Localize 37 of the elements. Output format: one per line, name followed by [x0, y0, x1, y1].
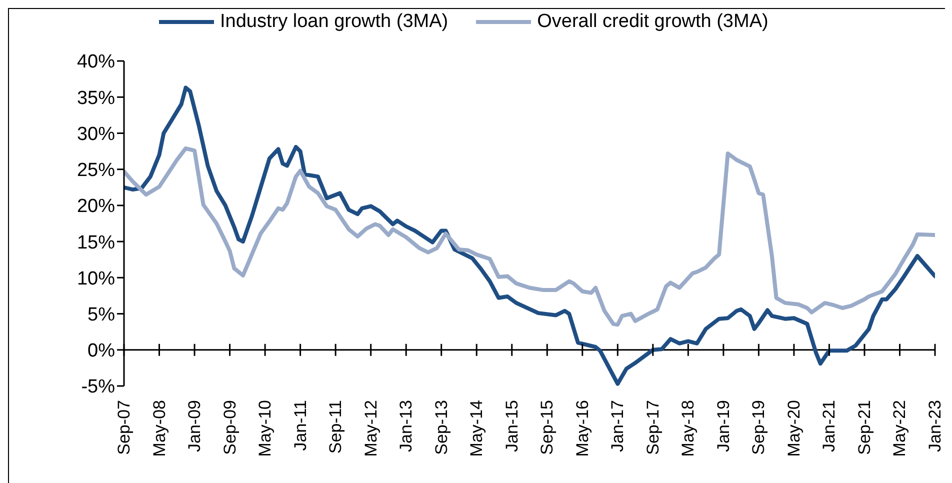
x-tick-label: Jan-15 [502, 400, 522, 452]
y-tick-label: -5% [81, 376, 116, 398]
x-tick-label: Sep-19 [749, 400, 768, 455]
x-tick-label: May-08 [150, 400, 169, 457]
x-tick-label: Sep-17 [643, 400, 662, 455]
legend-label: Industry loan growth (3MA) [220, 11, 448, 33]
x-tick-label: Sep-15 [538, 400, 557, 455]
x-tick-label: Jan-21 [820, 400, 839, 452]
x-tick-label: May-18 [678, 400, 698, 457]
y-tick-label: 20% [76, 196, 116, 218]
x-tick-label: Sep-13 [432, 400, 451, 455]
y-tick-label: 30% [76, 124, 116, 145]
x-tick-label: Jan-11 [290, 400, 310, 451]
y-tick-label: 35% [76, 88, 116, 109]
x-tick-label: Jan-19 [714, 400, 733, 452]
x-tick-label: May-22 [890, 400, 910, 457]
x-tick-label: May-14 [467, 400, 486, 457]
y-tick-label: 5% [88, 304, 116, 326]
x-tick-label: Sep-09 [220, 400, 240, 455]
x-tick-label: Jan-09 [185, 400, 204, 452]
y-tick-label: 25% [76, 160, 116, 182]
x-tick-label: Sep-07 [114, 400, 134, 455]
line-series [124, 146, 935, 327]
x-tick-label: Jan-23 [926, 400, 944, 452]
y-tick-label: 40% [76, 52, 116, 73]
y-tick-label: 10% [76, 268, 116, 290]
y-tick-label: 15% [76, 232, 116, 254]
x-tick-label: Sep-21 [854, 400, 874, 455]
x-tick-label: May-12 [361, 400, 380, 457]
x-tick-label: May-10 [256, 400, 275, 457]
y-tick-label: 0% [88, 340, 116, 362]
x-tick-label: Jan-17 [608, 400, 628, 452]
x-tick-label: Jan-13 [396, 400, 416, 452]
x-tick-label: May-20 [784, 400, 804, 457]
x-tick-label: May-16 [572, 400, 592, 457]
x-tick-label: Sep-11 [326, 400, 346, 454]
legend-label: Overall credit growth (3MA) [537, 11, 768, 33]
